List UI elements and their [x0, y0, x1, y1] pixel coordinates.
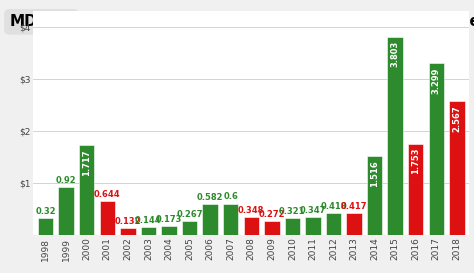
- Bar: [244, 217, 259, 235]
- Bar: [264, 221, 280, 235]
- Text: 0.347: 0.347: [300, 206, 326, 215]
- Text: 0.32: 0.32: [35, 207, 56, 216]
- Bar: [326, 213, 341, 235]
- Text: 0.272: 0.272: [258, 210, 285, 219]
- Text: 3.299: 3.299: [432, 67, 441, 94]
- Text: 0.144: 0.144: [135, 216, 162, 225]
- Text: 1.753: 1.753: [411, 148, 420, 174]
- Text: 0.348: 0.348: [238, 206, 264, 215]
- Text: 0.6: 0.6: [223, 192, 238, 201]
- Bar: [182, 221, 197, 235]
- Text: 0.267: 0.267: [176, 210, 203, 219]
- Bar: [346, 213, 362, 235]
- Text: 0.644: 0.644: [94, 190, 120, 199]
- Text: MDDVX: MDDVX: [9, 14, 73, 29]
- Text: 3.803: 3.803: [391, 41, 400, 67]
- Bar: [449, 101, 465, 235]
- Text: 0.132: 0.132: [115, 217, 141, 226]
- Bar: [223, 204, 238, 235]
- Bar: [120, 228, 136, 235]
- Bar: [387, 37, 403, 235]
- Bar: [285, 218, 300, 235]
- Bar: [141, 227, 156, 235]
- Bar: [100, 201, 115, 235]
- Bar: [202, 204, 218, 235]
- Bar: [428, 63, 444, 235]
- Text: 0.418: 0.418: [320, 202, 347, 211]
- Text: 1.516: 1.516: [370, 160, 379, 187]
- Text: 0.582: 0.582: [197, 193, 223, 202]
- Bar: [79, 146, 94, 235]
- Bar: [38, 218, 53, 235]
- Text: 0.173: 0.173: [156, 215, 182, 224]
- Bar: [367, 156, 383, 235]
- Bar: [408, 144, 423, 235]
- Bar: [58, 187, 74, 235]
- Bar: [161, 226, 177, 235]
- Bar: [305, 217, 320, 235]
- Text: 1.717: 1.717: [82, 150, 91, 176]
- Text: 0.417: 0.417: [341, 202, 367, 211]
- Text: BlackRock Equity Dividend Fund Dividend Payment History: BlackRock Equity Dividend Fund Dividend …: [76, 14, 474, 29]
- Text: 2.567: 2.567: [452, 105, 461, 132]
- Text: 0.321: 0.321: [279, 207, 306, 216]
- Text: 0.92: 0.92: [56, 176, 76, 185]
